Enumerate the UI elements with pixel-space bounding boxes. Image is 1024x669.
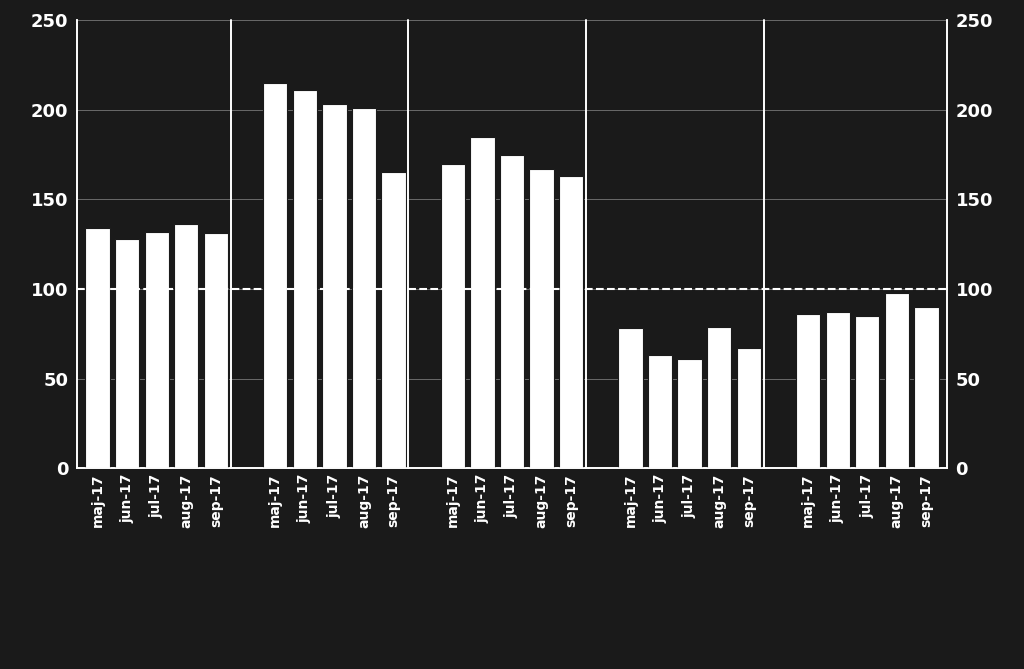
Bar xyxy=(678,359,701,468)
Bar xyxy=(500,155,524,468)
Bar xyxy=(174,225,199,468)
Bar xyxy=(618,328,643,468)
Bar xyxy=(293,90,316,468)
Bar xyxy=(648,355,672,468)
Bar xyxy=(382,173,406,468)
Bar xyxy=(440,163,465,468)
Bar xyxy=(352,108,376,468)
Bar xyxy=(470,136,495,468)
Bar xyxy=(529,169,554,468)
Bar xyxy=(144,231,169,468)
Bar xyxy=(263,83,288,468)
Bar xyxy=(885,292,909,468)
Bar xyxy=(708,326,731,468)
Bar xyxy=(796,314,820,468)
Bar xyxy=(115,239,139,468)
Bar xyxy=(559,176,584,468)
Bar xyxy=(855,316,880,468)
Bar xyxy=(736,348,761,468)
Bar xyxy=(825,312,850,468)
Bar xyxy=(204,233,228,468)
Bar xyxy=(85,228,110,468)
Bar xyxy=(323,104,346,468)
Bar xyxy=(914,307,939,468)
